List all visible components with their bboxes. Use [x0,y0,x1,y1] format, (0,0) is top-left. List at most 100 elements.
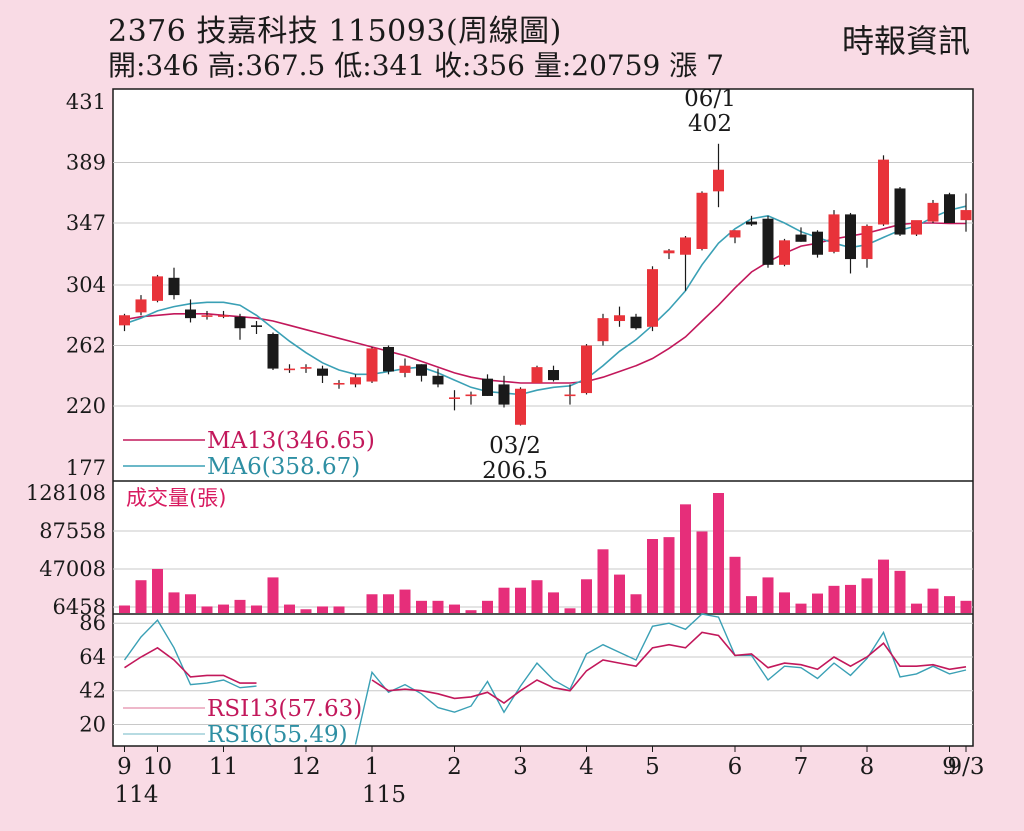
volume-bar [927,588,939,613]
candle [399,358,411,378]
high-date-label: 06/1 [684,86,736,112]
candle [383,345,394,375]
rsi13-line [124,646,257,684]
volume-bar [779,592,790,613]
candle-body [515,388,526,425]
volume-y-tick-label: 128108 [26,481,106,505]
volume-bar [185,594,196,613]
candle [812,230,823,258]
candle-body [614,315,625,322]
candle [779,238,790,267]
candle-body [581,345,592,394]
candle-body [564,394,576,397]
candle-body [185,309,196,319]
candle-body [845,214,856,260]
candle [416,364,427,382]
rsi13-line [371,631,967,704]
candle-body [911,220,922,235]
candle [927,199,939,224]
candle-body [300,367,312,369]
candle [185,299,196,323]
volume-bar [234,599,246,613]
candle-body [795,234,807,242]
price-y-tick-label: 347 [66,211,106,235]
candle [861,224,873,268]
candle [135,295,147,316]
volume-bar [168,592,180,613]
candle-body [696,192,708,249]
x-tick-label: 10 [143,754,172,780]
volume-bar [284,604,295,613]
candle-body [861,225,873,260]
candle [762,215,774,268]
rsi-y-tick-label: 64 [79,645,106,669]
candle-body [267,333,279,369]
candle [729,230,741,244]
volume-bar [845,584,856,613]
volume-bar [267,577,279,613]
price-y-tick-label: 220 [66,394,106,418]
price-y-tick-label: 389 [66,151,106,175]
volume-bar [597,549,609,613]
volume-bar [746,596,757,613]
volume-bar [119,605,130,613]
volume-bar [317,606,328,613]
volume-bar [564,608,576,613]
x-year-label: 115 [362,782,406,808]
low-value-label: 206.5 [482,458,548,484]
candle-body [729,230,741,238]
x-tick-label: 12 [291,754,320,780]
candle [944,192,955,224]
volume-bar [729,556,741,613]
volume-bar [218,604,229,613]
x-tick-label: 3 [513,754,528,780]
candle [482,374,493,396]
volume-bar [647,538,658,613]
volume-bar [515,587,526,613]
candle-body [894,188,906,235]
candle-body [663,250,675,254]
ohlc-summary: 開:346 高:367.5 低:341 收:356 量:20759 漲 7 [108,49,724,82]
candle [515,387,526,426]
candle [828,210,840,254]
rsi13-legend-label: RSI13(57.63) [207,696,362,722]
candle [564,384,576,405]
volume-y-tick-label: 87558 [39,519,106,543]
candle [300,364,312,373]
x-tick-label: 9 [942,754,957,780]
rsi6-line [123,618,257,689]
price-y-tick-label: 177 [66,456,106,480]
x-tick-label: 4 [579,754,594,780]
rsi-y-tick-label: 20 [79,713,106,737]
volume-bar [432,600,444,613]
low-date-label: 03/2 [489,433,541,459]
candle-body [317,368,328,376]
candle [878,155,889,226]
volume-y-tick-label: 47008 [39,557,106,581]
high-value-label: 402 [688,111,732,137]
candle-body [548,370,559,381]
candle [119,313,130,332]
x-tick-label: 9 [117,754,132,780]
candle-body [878,159,889,225]
source-label: 時報資訊 [841,22,970,60]
candle [234,313,246,340]
price-y-tick-label: 304 [66,273,106,297]
candle [201,310,213,320]
volume-bar [680,504,691,613]
candle-body [135,299,147,313]
x-tick-label: 9/3 [947,754,984,780]
candle [284,364,295,373]
candle [531,365,543,383]
candle [317,365,328,383]
candle [960,193,972,232]
candle-body [168,277,180,296]
volume-bar [795,603,807,613]
candle [894,187,906,237]
candle-body [251,325,262,327]
candle [267,332,279,371]
candle [251,321,262,334]
volume-bar [300,609,312,613]
price-y-tick-label: 262 [66,334,106,358]
